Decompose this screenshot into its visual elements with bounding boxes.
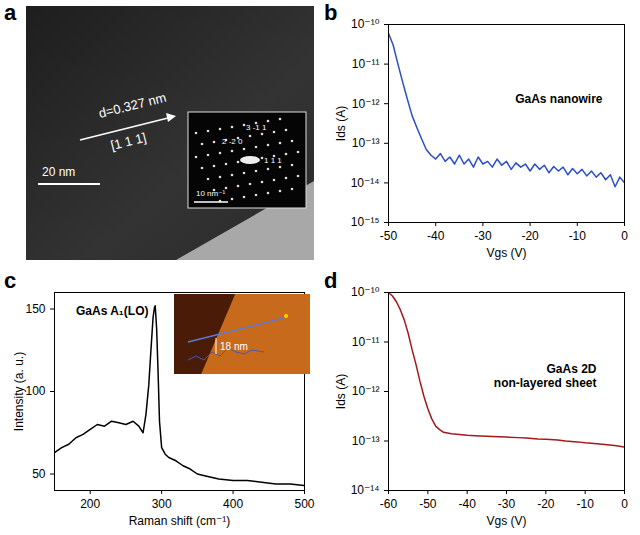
svg-text:GaAs 2Dnon-layered sheet: GaAs 2Dnon-layered sheet	[494, 362, 597, 390]
svg-text:0: 0	[621, 229, 628, 243]
svg-text:50: 50	[32, 467, 46, 481]
svg-text:Ids (A): Ids (A)	[334, 106, 348, 141]
svg-text:10⁻¹⁴: 10⁻¹⁴	[351, 176, 380, 190]
svg-text:-60: -60	[380, 497, 398, 511]
html-text:c: c	[4, 268, 17, 293]
svg-text:10⁻¹²: 10⁻¹²	[352, 384, 380, 398]
svg-text:Vgs (V): Vgs (V)	[486, 514, 526, 528]
html-text:b: b	[324, 0, 338, 25]
svg-text:10⁻¹³: 10⁻¹³	[352, 434, 380, 448]
svg-text:300: 300	[152, 497, 172, 511]
svg-text:3 -1 1: 3 -1 1	[246, 123, 267, 132]
svg-text:10⁻¹³: 10⁻¹³	[352, 136, 380, 150]
svg-text:0: 0	[621, 497, 628, 511]
svg-text:-10: -10	[569, 229, 587, 243]
svg-text:10⁻¹⁵: 10⁻¹⁵	[351, 215, 380, 229]
svg-text:10⁻¹⁰: 10⁻¹⁰	[351, 285, 380, 299]
svg-text:-40: -40	[458, 497, 476, 511]
svg-text:Vgs (V): Vgs (V)	[486, 246, 526, 260]
html-text:a: a	[4, 0, 17, 25]
svg-text:10⁻¹⁴: 10⁻¹⁴	[351, 483, 380, 497]
html-text:d: d	[324, 268, 338, 293]
svg-text:GaAs nanowire: GaAs nanowire	[515, 92, 603, 106]
svg-text:d=0.327 nm: d=0.327 nm	[97, 90, 168, 121]
svg-text:150: 150	[25, 302, 45, 316]
svg-text:400: 400	[223, 497, 243, 511]
svg-text:10⁻¹⁰: 10⁻¹⁰	[351, 17, 380, 31]
svg-text:Raman shift (cm⁻¹): Raman shift (cm⁻¹)	[129, 514, 231, 528]
svg-text:-20: -20	[521, 229, 539, 243]
svg-text:10 nm⁻¹: 10 nm⁻¹	[196, 189, 225, 198]
svg-text:10⁻¹²: 10⁻¹²	[352, 97, 380, 111]
svg-text:Intensity (a. u.): Intensity (a. u.)	[12, 352, 26, 431]
svg-text:GaAs A₁(LO): GaAs A₁(LO)	[76, 304, 149, 318]
svg-text:100: 100	[25, 384, 45, 398]
svg-text:200: 200	[80, 497, 100, 511]
svg-text:-10: -10	[576, 497, 594, 511]
svg-text:1 1 1: 1 1 1	[264, 156, 282, 165]
svg-text:10⁻¹¹: 10⁻¹¹	[352, 57, 380, 71]
svg-text:Ids (A): Ids (A)	[334, 374, 348, 409]
svg-text:-20: -20	[537, 497, 555, 511]
svg-text:20 nm: 20 nm	[42, 165, 75, 179]
svg-text:-30: -30	[474, 229, 492, 243]
svg-text:-50: -50	[380, 229, 398, 243]
svg-text:500: 500	[294, 497, 314, 511]
svg-text:-50: -50	[419, 497, 437, 511]
svg-text:-40: -40	[427, 229, 445, 243]
svg-text:[1 1 1]: [1 1 1]	[109, 130, 148, 153]
svg-text:-30: -30	[498, 497, 516, 511]
svg-text:2 -2 0: 2 -2 0	[222, 137, 243, 146]
svg-text:18 nm: 18 nm	[220, 341, 248, 352]
svg-text:10⁻¹¹: 10⁻¹¹	[352, 335, 380, 349]
